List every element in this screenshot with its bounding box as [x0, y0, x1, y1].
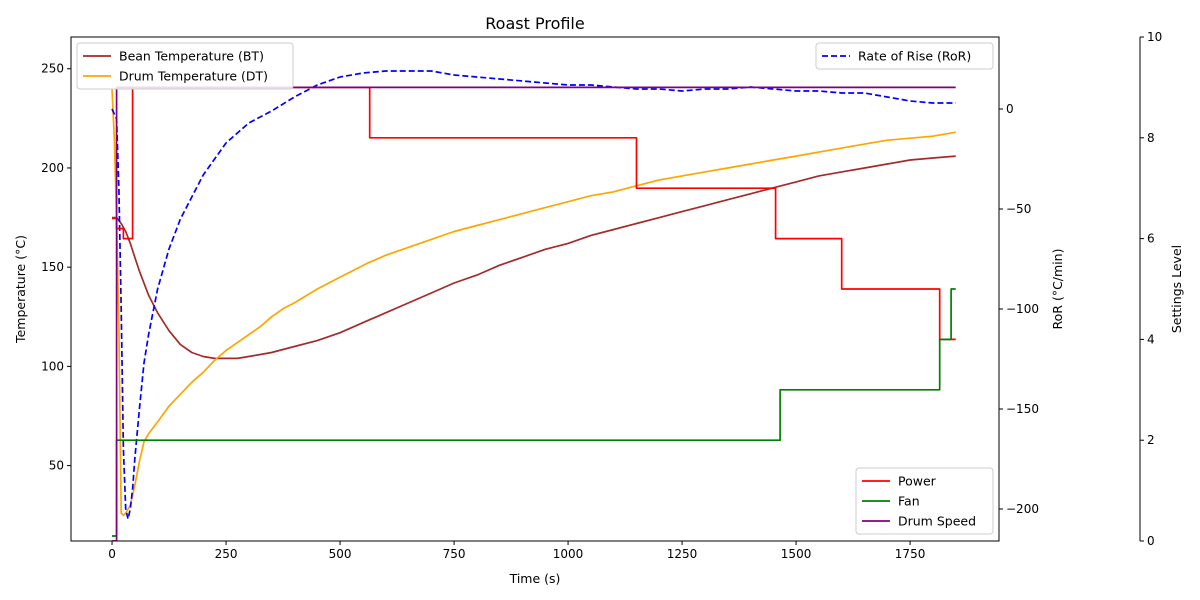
plot-area: [111, 70, 956, 541]
legend-upper-left-entry-0: Bean Temperature (BT): [119, 49, 264, 64]
x-tick-label-0: 0: [108, 547, 116, 561]
legend-upper-right-entry-0: Rate of Rise (RoR): [858, 49, 971, 64]
x-tick-label-4: 1000: [553, 547, 584, 561]
settings-tick-label-2: 4: [1147, 332, 1155, 346]
legend-layer: Bean Temperature (BT) Drum Temperature (D…: [76, 42, 994, 535]
temp-tick-label-4: 250: [41, 62, 64, 76]
ror-tick-label-3: −50: [1006, 202, 1031, 216]
temp-tick-label-3: 200: [41, 161, 64, 175]
x-tick-label-6: 1500: [781, 547, 812, 561]
legend-upper-right: Rate of Rise (RoR): [815, 42, 994, 70]
temp-tick-label-2: 150: [41, 260, 64, 274]
x-tick-label-2: 500: [329, 547, 352, 561]
ror-tick-label-4: 0: [1006, 102, 1014, 116]
legend-upper-left-box: [76, 42, 294, 90]
legend-upper-left-entry-1: Drum Temperature (DT): [119, 69, 268, 84]
legend-lower-right-box: [855, 467, 994, 535]
x-tick-label-3: 750: [443, 547, 466, 561]
settings-tick-label-0: 0: [1147, 534, 1155, 548]
series-group: [111, 70, 956, 541]
series-line-0: [112, 155, 956, 360]
ror-tick-label-1: −150: [1006, 402, 1039, 416]
temp-tick-label-1: 100: [41, 359, 64, 373]
temp-axis-label: Temperature (°C): [13, 235, 28, 344]
ror-tick-label-2: −100: [1006, 302, 1039, 316]
x-axis-label: Time (s): [509, 571, 561, 586]
legend-lower-right: Power Fan Drum Speed: [855, 467, 994, 535]
settings-tick-label-4: 8: [1147, 131, 1155, 145]
legend-upper-left: Bean Temperature (BT) Drum Temperature (D…: [76, 42, 294, 90]
settings-tick-label-5: 10: [1147, 30, 1162, 44]
plot-frame: [70, 36, 1000, 542]
series-line-5: [112, 86, 956, 541]
temp-tick-label-0: 50: [49, 459, 64, 473]
legend-lower-right-entry-0: Power: [898, 474, 937, 489]
settings-axis-label: Settings Level: [1169, 245, 1184, 333]
legend-lower-right-entry-1: Fan: [898, 494, 920, 509]
x-tick-label-5: 1250: [667, 547, 698, 561]
x-tick-label-7: 1750: [895, 547, 926, 561]
settings-tick-label-1: 2: [1147, 433, 1155, 447]
series-line-2: [111, 70, 956, 520]
x-tick-label-1: 250: [215, 547, 238, 561]
legend-upper-right-box: [815, 42, 994, 70]
series-line-1: [111, 88, 956, 517]
series-line-3: [112, 86, 956, 341]
legend-lower-right-entry-2: Drum Speed: [898, 514, 976, 529]
chart-title: Roast Profile: [485, 14, 584, 33]
settings-tick-label-3: 6: [1147, 232, 1155, 246]
ror-axis-label: RoR (°C/min): [1050, 249, 1065, 330]
ror-tick-label-0: −200: [1006, 502, 1039, 516]
